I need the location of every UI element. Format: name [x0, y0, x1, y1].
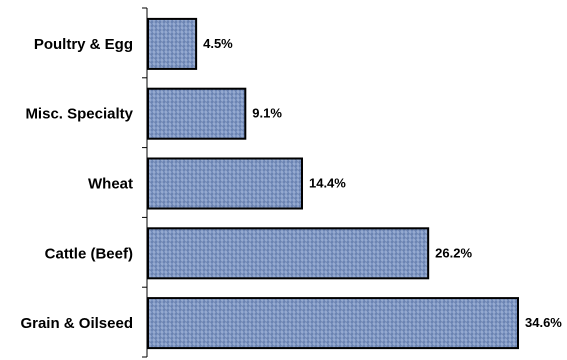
bar [147, 297, 519, 350]
value-label: 14.4% [309, 176, 346, 191]
bar-group [147, 17, 519, 350]
bar [147, 157, 303, 210]
bar [147, 17, 198, 70]
category-label: Poultry & Egg [34, 36, 133, 53]
bar [147, 87, 247, 140]
label-group: Poultry & Egg 4.5% Misc. Specialty 9.1% Whea… [20, 36, 562, 332]
value-label: 34.6% [525, 315, 562, 330]
category-label: Grain & Oilseed [20, 315, 133, 332]
category-label: Misc. Specialty [25, 106, 133, 123]
category-label: Wheat [88, 176, 133, 193]
value-label: 26.2% [435, 245, 472, 260]
value-label: 4.5% [203, 36, 233, 51]
y-axis-ticks [142, 7, 147, 358]
bar [147, 227, 430, 280]
category-label: Cattle (Beef) [45, 245, 133, 262]
value-label: 9.1% [252, 106, 282, 121]
